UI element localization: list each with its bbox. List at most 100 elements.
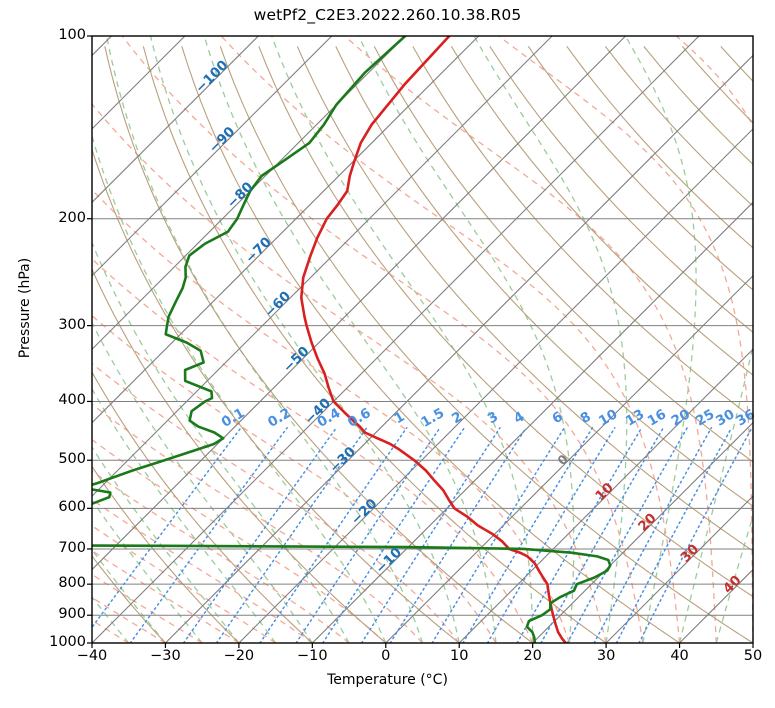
dry-adiabat-line bbox=[92, 465, 240, 643]
saturation-line bbox=[92, 573, 203, 643]
moist-adiabat-line bbox=[92, 548, 166, 643]
isotherm-line bbox=[92, 36, 553, 497]
mixing-ratio-line bbox=[486, 427, 616, 643]
y-tick-label-1000: 1000 bbox=[49, 634, 86, 650]
mixing-ratio-line bbox=[566, 427, 688, 643]
isotherm-line bbox=[238, 128, 753, 643]
mixing-ratio-line bbox=[389, 427, 527, 643]
y-tick-label-400: 400 bbox=[58, 392, 86, 409]
y-tick-label-700: 700 bbox=[58, 539, 86, 556]
dry-adiabat-line bbox=[527, 46, 753, 291]
isotherm-line bbox=[311, 201, 753, 643]
x-axis-label: Temperature (°C) bbox=[327, 672, 448, 688]
y-tick-label-600: 600 bbox=[58, 499, 86, 516]
dry-adiabat-line bbox=[181, 46, 680, 643]
saturation-line bbox=[92, 362, 460, 643]
dry-adiabat-line bbox=[219, 46, 753, 643]
saturation-line bbox=[498, 36, 753, 643]
axis-tick-marks bbox=[87, 35, 754, 648]
mixing-ratio-line bbox=[615, 427, 733, 643]
dry-adiabat-line bbox=[92, 147, 460, 643]
moist-adiabat-line bbox=[752, 640, 753, 643]
isotherm-line bbox=[458, 348, 753, 643]
y-tick-label-200: 200 bbox=[58, 209, 86, 226]
moist-adiabat-line bbox=[203, 36, 497, 643]
y-tick-label-100: 100 bbox=[58, 27, 86, 43]
x-tick-label-20: 20 bbox=[523, 648, 542, 664]
isotherm-line bbox=[385, 274, 753, 643]
y-axis-ticks: 100 200 300 400 500 600 700 800 900 1000 bbox=[0, 0, 86, 708]
moist-adiabat-line bbox=[358, 36, 575, 643]
dry-adiabat-line bbox=[489, 46, 753, 333]
dry-adiabat-line bbox=[759, 46, 775, 643]
mixing-ratio-line bbox=[540, 427, 665, 643]
x-tick-label--10: −10 bbox=[297, 648, 328, 664]
moist-adiabat-line bbox=[92, 387, 277, 643]
x-tick-label-50: 50 bbox=[743, 648, 763, 664]
dry-adiabat-line bbox=[142, 46, 607, 643]
saturation-lines bbox=[92, 36, 753, 643]
x-tick-label-30: 30 bbox=[596, 648, 616, 664]
mixing-ratio-line bbox=[516, 427, 643, 643]
dry-adiabat-line bbox=[92, 555, 166, 643]
isobar-grid-lines bbox=[92, 36, 753, 643]
moist-adiabat-line bbox=[106, 36, 424, 643]
saturation-line bbox=[220, 36, 681, 643]
plot-border bbox=[91, 35, 754, 644]
mixing-ratio-line bbox=[129, 427, 288, 643]
y-axis-label: Pressure (hPa) bbox=[17, 257, 33, 359]
isotherm-line bbox=[165, 54, 753, 643]
mixing-ratio-line bbox=[462, 427, 594, 643]
moist-adiabat-line bbox=[92, 499, 203, 643]
dry-adiabat-line bbox=[258, 46, 753, 598]
saturation-line bbox=[92, 258, 534, 643]
dry-adiabat-line bbox=[104, 46, 534, 643]
dry-adiabat-lines bbox=[92, 45, 775, 643]
dry-adiabat-line bbox=[412, 46, 753, 419]
y-tick-label-500: 500 bbox=[58, 451, 86, 468]
mixing-ratio-line bbox=[215, 427, 368, 643]
y-tick-label-800: 800 bbox=[58, 575, 86, 592]
x-tick-label--20: −20 bbox=[223, 648, 255, 664]
dry-adiabat-line bbox=[296, 46, 753, 552]
x-tick-label--40: −40 bbox=[76, 648, 108, 664]
moist-adiabat-lines bbox=[92, 36, 753, 643]
x-tick-label-10: 10 bbox=[449, 648, 469, 664]
saturation-line bbox=[92, 596, 166, 643]
saturation-line bbox=[92, 403, 423, 643]
x-tick-label--30: −30 bbox=[150, 648, 181, 664]
saturation-line bbox=[344, 36, 717, 643]
dry-adiabat-line bbox=[373, 46, 753, 463]
isotherm-line bbox=[532, 421, 753, 643]
page-title: wetPf2_C2E3.2022.260.10.38.R05 bbox=[253, 6, 522, 24]
saturation-line bbox=[92, 103, 607, 643]
sounding-curve-dewpoint bbox=[92, 36, 612, 643]
isotherm-line bbox=[92, 36, 626, 571]
mixing-ratio-lines bbox=[92, 427, 753, 643]
x-tick-label-0: 0 bbox=[381, 648, 391, 664]
isotherm-line bbox=[92, 36, 406, 351]
isotherm-line bbox=[92, 36, 259, 204]
mixing-ratio-line bbox=[295, 427, 441, 643]
plot-background bbox=[92, 36, 753, 643]
moist-adiabat-line bbox=[473, 36, 628, 643]
dry-adiabat-line bbox=[450, 46, 753, 376]
moist-adiabat-line bbox=[678, 343, 753, 643]
y-tick-label-900: 900 bbox=[58, 606, 86, 623]
y-tick-label-300: 300 bbox=[58, 316, 86, 333]
isotherm-line bbox=[92, 36, 480, 424]
moist-adiabat-line bbox=[715, 513, 753, 643]
saturation-line bbox=[92, 549, 240, 643]
mixing-ratio-line bbox=[593, 427, 713, 643]
dry-adiabat-line bbox=[92, 268, 387, 643]
isotherm-line bbox=[92, 36, 700, 643]
isotherm-line bbox=[605, 495, 753, 643]
moist-adiabat-line bbox=[271, 36, 534, 643]
isotherm-line bbox=[92, 36, 333, 277]
sounding-curve-temperature bbox=[299, 36, 568, 643]
moist-adiabat-line bbox=[92, 133, 387, 643]
mixing-ratio-line bbox=[92, 427, 242, 629]
x-tick-label-40: 40 bbox=[670, 648, 689, 664]
dry-adiabat-line bbox=[335, 46, 753, 507]
